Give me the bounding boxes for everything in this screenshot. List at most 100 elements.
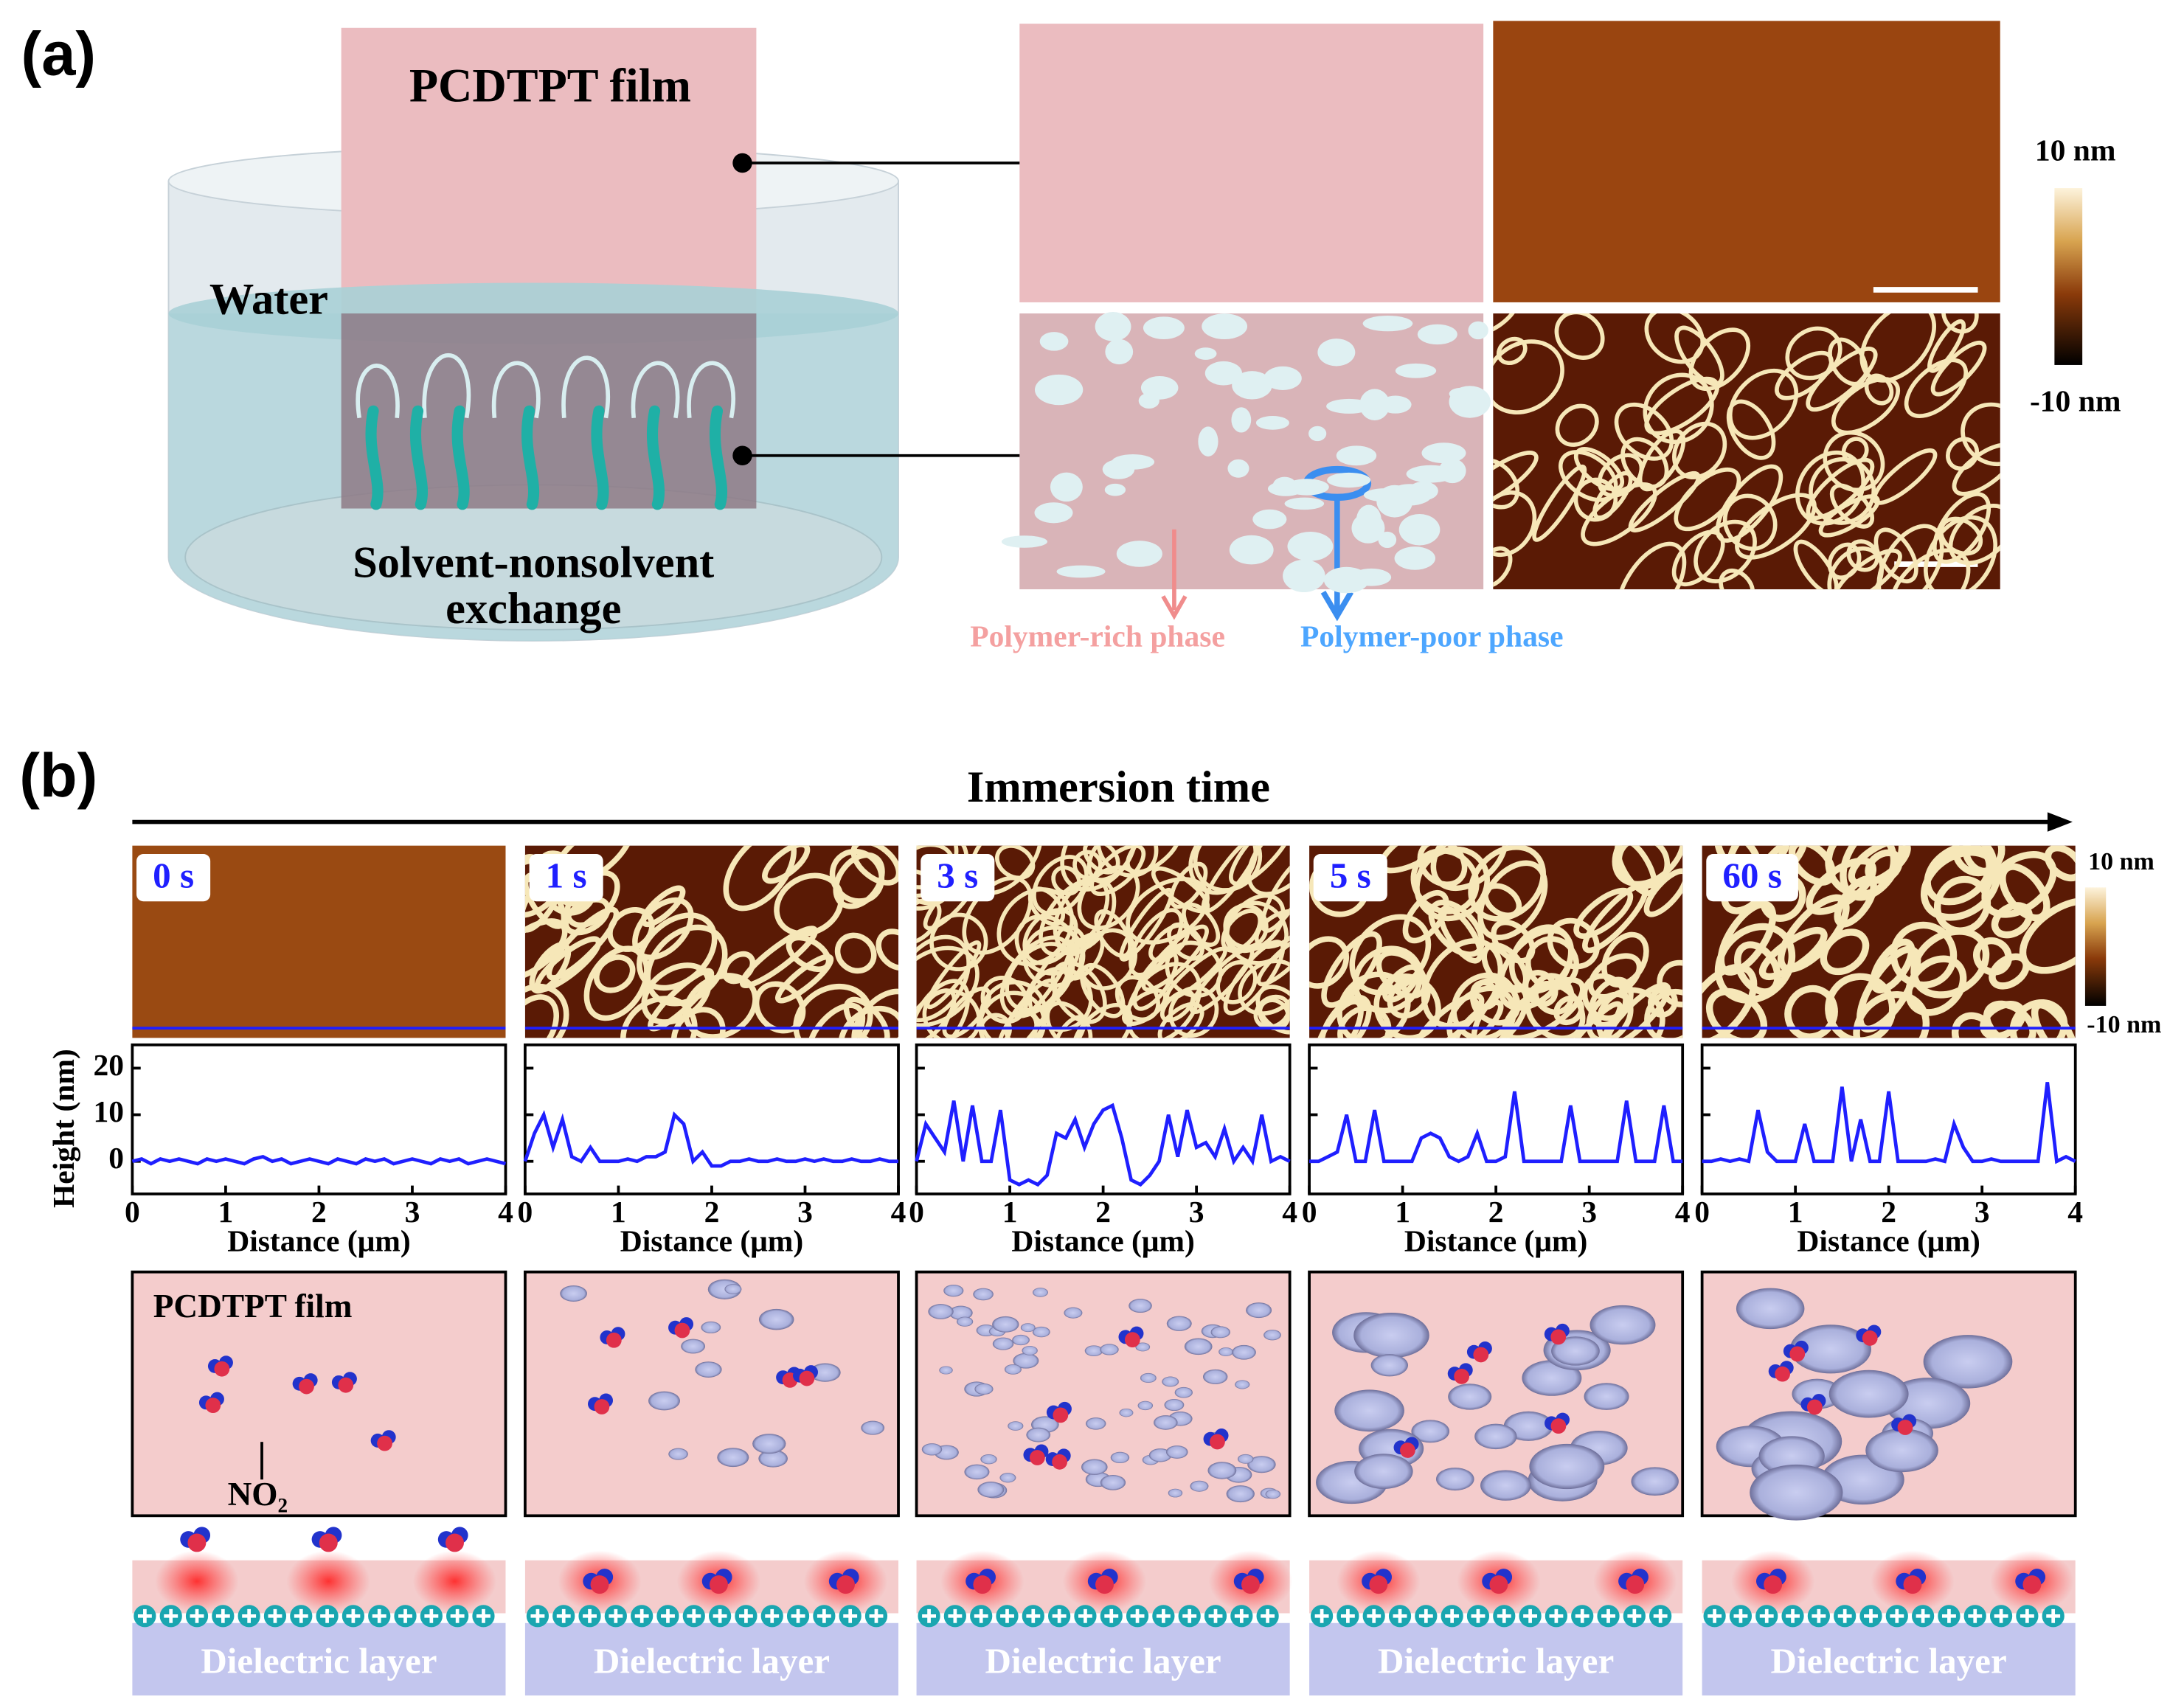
- pore: [1923, 1335, 2013, 1389]
- pore: [992, 1337, 1014, 1350]
- pore: [1081, 1459, 1108, 1475]
- x-tick-label: 3: [1581, 1195, 1597, 1229]
- plus: [294, 1608, 308, 1623]
- plus: [530, 1608, 545, 1623]
- pore: [1317, 339, 1356, 367]
- pore: [1336, 445, 1377, 466]
- pore: [1202, 313, 1248, 340]
- plus: [1575, 1608, 1590, 1623]
- fiber: [1119, 887, 1174, 962]
- pore: [1379, 395, 1412, 414]
- fiber: [1032, 855, 1089, 916]
- pore: [1736, 1288, 1805, 1330]
- fiber: [1961, 402, 2000, 467]
- afm-network: [524, 845, 899, 1038]
- plus: [1156, 1608, 1171, 1623]
- pore: [1421, 442, 1466, 464]
- x-tick-label: 4: [891, 1195, 906, 1229]
- pore: [1194, 347, 1217, 360]
- fiber: [1321, 931, 1382, 1008]
- x-tick-label: 1: [611, 1195, 626, 1229]
- fiber: [1672, 421, 1727, 480]
- fiber: [1532, 464, 1587, 542]
- pore: [1104, 483, 1126, 496]
- pore: [1086, 1417, 1106, 1430]
- fiber: [1927, 319, 1966, 373]
- plus: [1314, 1608, 1329, 1623]
- fiber: [1508, 924, 1574, 994]
- fiber: [925, 940, 982, 1010]
- pore: [1237, 1454, 1254, 1464]
- fiber: [1493, 490, 1537, 558]
- plus: [242, 1608, 257, 1623]
- plus: [1523, 1608, 1538, 1623]
- label: PCDTPT film: [409, 60, 691, 112]
- fiber: [1951, 1012, 1997, 1038]
- height-profile: [1309, 1091, 1683, 1164]
- fiber: [1238, 959, 1290, 1016]
- time-box: [1313, 854, 1387, 902]
- pore: [1865, 1428, 1938, 1473]
- pore: [1327, 472, 1371, 488]
- pore: [1100, 1475, 1126, 1490]
- fiber: [1182, 902, 1221, 947]
- fiber: [1446, 985, 1516, 1038]
- y-axis-title: Height (nm): [46, 1049, 81, 1208]
- fiber: [1735, 493, 1817, 560]
- fiber: [1402, 890, 1449, 944]
- pore: [1004, 1364, 1022, 1375]
- pore: [1154, 1415, 1178, 1430]
- time-arrowhead: [2047, 812, 2073, 832]
- afm-network: [1493, 313, 2000, 590]
- pore: [1235, 1380, 1250, 1389]
- x-tick-label: 2: [704, 1195, 720, 1229]
- fiber: [1493, 313, 1519, 336]
- fiber: [1828, 337, 1868, 386]
- atom: [1029, 1450, 1045, 1465]
- fiber: [843, 996, 890, 1038]
- pore: [1148, 1448, 1172, 1462]
- pore: [1064, 1307, 1083, 1319]
- label: 10 nm: [2035, 133, 2116, 167]
- time-box: [1706, 854, 1798, 902]
- atom: [377, 1435, 392, 1451]
- fiber: [1555, 403, 1599, 447]
- pore: [1362, 315, 1413, 332]
- pore: [1468, 321, 1488, 340]
- label: exchange: [446, 584, 621, 633]
- plus: [1627, 1608, 1642, 1623]
- pore: [939, 1366, 953, 1375]
- dielectric-layer: [1309, 1622, 1683, 1695]
- plus: [661, 1608, 675, 1623]
- pore: [928, 1304, 954, 1319]
- fiber: [1644, 313, 1705, 364]
- pore: [1789, 1325, 1871, 1374]
- fiber: [1614, 402, 1674, 461]
- pore: [1138, 392, 1159, 409]
- plus: [609, 1608, 623, 1623]
- fiber: [876, 928, 899, 971]
- pore: [921, 1443, 943, 1456]
- x-tick-label: 0: [518, 1195, 533, 1229]
- x-tick-label: 4: [1282, 1195, 1297, 1229]
- pore: [1140, 1372, 1157, 1384]
- plus: [1549, 1608, 1564, 1623]
- fiber: [793, 983, 873, 1038]
- pore: [1395, 363, 1437, 378]
- pore: [861, 1420, 885, 1435]
- label: Solvent-nonsolvent: [353, 538, 714, 588]
- pore: [1353, 1312, 1429, 1358]
- fiber: [1671, 530, 1725, 587]
- atom: [674, 1322, 690, 1339]
- plus: [1130, 1608, 1145, 1623]
- fiber: [1157, 1001, 1204, 1038]
- plus: [1104, 1608, 1119, 1623]
- fiber: [806, 1002, 866, 1038]
- plus: [1497, 1608, 1511, 1623]
- x-tick-label: 2: [1488, 1195, 1504, 1229]
- pore: [1013, 1353, 1039, 1369]
- fiber: [1818, 494, 1880, 538]
- time-box: [136, 854, 211, 902]
- pore: [717, 1448, 749, 1468]
- pore: [1184, 1338, 1213, 1355]
